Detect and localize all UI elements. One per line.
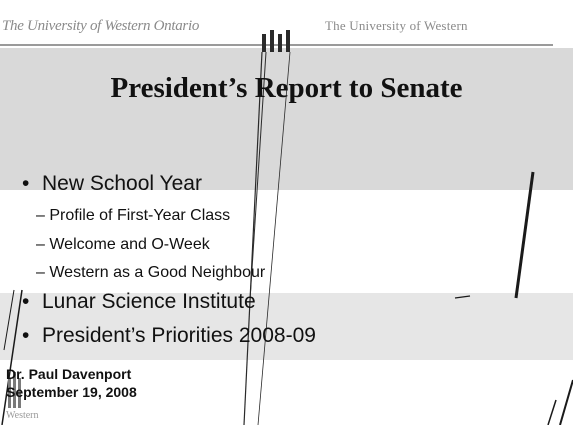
sub-bullet-label: Welcome and O-Week [49,236,210,253]
western-logo-text: Western [6,410,39,421]
banner-left-text: The University of Western Ontario [2,18,200,34]
title-panel [0,48,573,190]
bullet-glyph: • [22,290,30,313]
bullet-lunar-science: • Lunar Science Institute [22,290,256,314]
bullet-glyph: • [22,172,30,195]
sub-bullet-profile: – Profile of First-Year Class [36,207,230,225]
sub-bullet-label: Profile of First-Year Class [49,207,231,224]
bullet-label: Lunar Science Institute [42,290,256,313]
sub-bullet-dash: – [36,236,45,253]
presentation-date: September 19, 2008 [6,384,137,400]
banner-right-text: The University of Western [325,18,468,33]
bullet-label: New School Year [42,172,202,195]
university-banner: The University of Western Ontario The Un… [0,0,553,48]
bullet-label: President’s Priorities 2008-09 [42,324,316,347]
banner-divider [0,44,553,46]
slide-title: President’s Report to Senate [110,72,463,104]
bullet-new-school-year: • New School Year [22,172,202,196]
author-name: Dr. Paul Davenport [6,366,132,382]
sub-bullet-dash: – [36,264,45,281]
bullet-glyph: • [22,324,30,347]
bullet-presidents-priorities: • President’s Priorities 2008-09 [22,324,316,348]
sub-bullet-dash: – [36,207,45,224]
sub-bullet-welcome: – Welcome and O-Week [36,236,210,254]
sub-bullet-label: Western as a Good Neighbour [49,264,266,281]
banner-corner [553,0,573,48]
sub-bullet-neighbour: – Western as a Good Neighbour [36,264,265,282]
